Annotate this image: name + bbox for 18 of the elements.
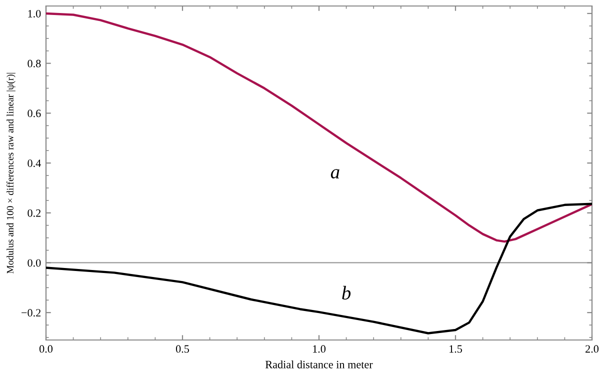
y-axis-title: Modulus and 100 × differences raw and linear |ψ(r)| — [6, 72, 16, 274]
line-series — [46, 12, 592, 243]
y-tick-label: 0.4 — [28, 159, 41, 168]
y-tick-label: 0.8 — [28, 60, 41, 68]
y-tick-label: 1.0 — [28, 10, 41, 18]
y-tick-label: 0.0 — [28, 259, 41, 267]
line-series — [46, 202, 592, 334]
series-label: b — [342, 286, 351, 300]
x-tick-label: 0.5 — [176, 345, 190, 353]
x-tick-label: 0.0 — [39, 345, 53, 353]
x-tick-label: 1.0 — [313, 345, 326, 353]
x-tick-label: 2.0 — [586, 345, 599, 353]
y-tick-label: 0.2 — [28, 209, 41, 217]
x-tick-label: 1.5 — [450, 345, 462, 353]
y-tick-label: −0.2 — [22, 309, 41, 317]
x-axis-title: Radial distance in meter — [265, 360, 373, 368]
series-label: a — [330, 169, 340, 179]
y-tick-label: 0.6 — [28, 110, 41, 118]
